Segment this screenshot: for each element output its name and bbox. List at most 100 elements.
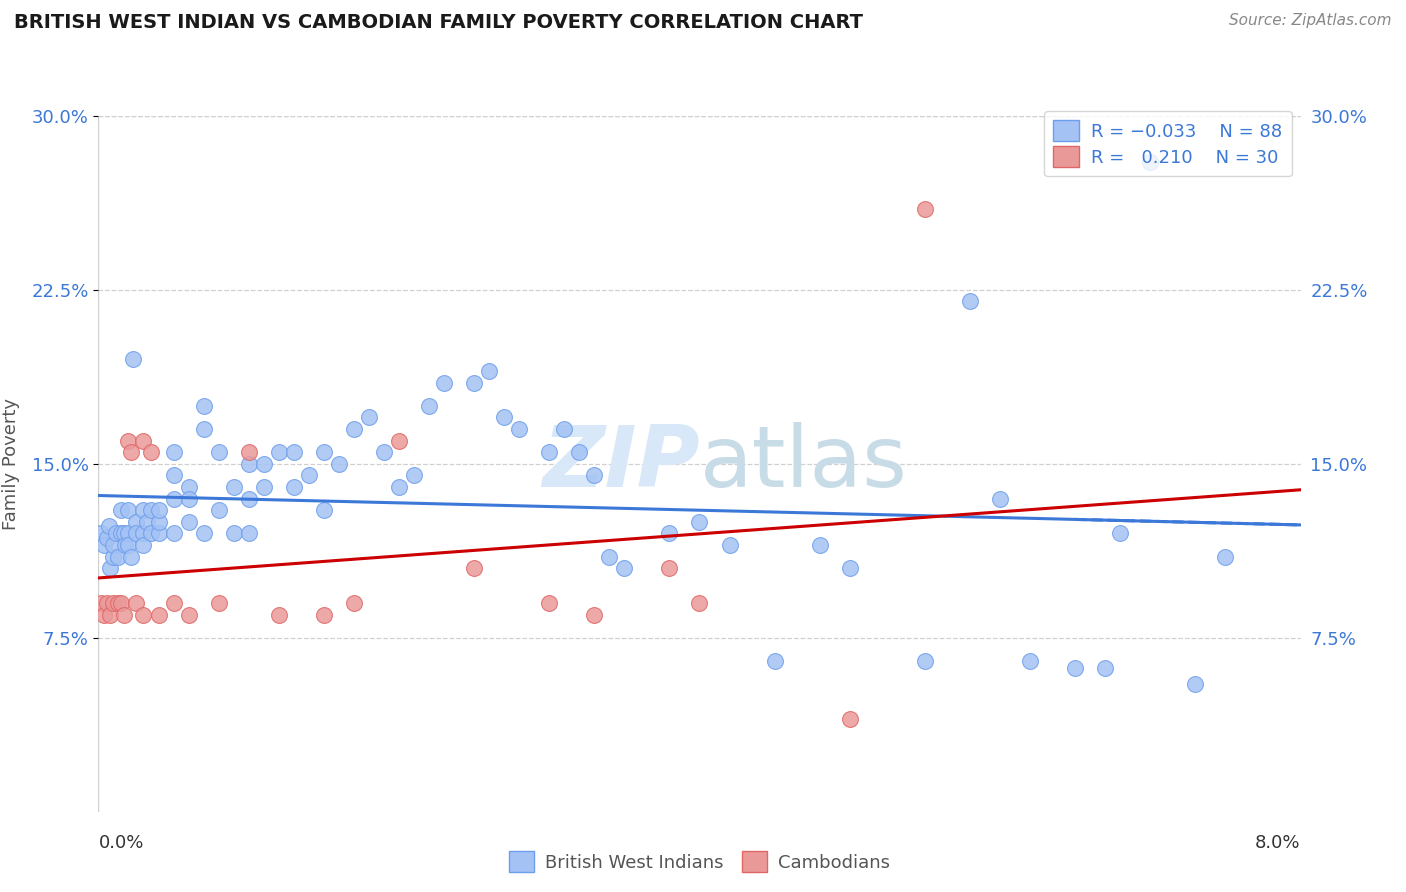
Point [139,526,162,541]
Point [388,434,411,448]
Point [568,445,591,459]
Point [402,468,425,483]
Point [238,526,260,541]
Point [162,445,184,459]
Point [105,526,128,541]
Point [122,352,145,367]
Point [312,445,335,459]
Point [96,531,118,545]
Point [148,526,170,541]
Point [613,561,636,575]
Point [1019,654,1042,668]
Point [1139,155,1161,169]
Point [103,549,125,564]
Point [508,422,530,436]
Point [238,445,260,459]
Point [959,294,981,309]
Point [148,515,170,529]
Point [838,712,860,726]
Legend: British West Indians, Cambodians: British West Indians, Cambodians [502,844,897,880]
Point [312,503,335,517]
Point [357,410,380,425]
Point [808,538,831,552]
Point [117,526,139,541]
Point [162,491,184,506]
Point [193,526,215,541]
Point [93,538,115,552]
Y-axis label: Family Poverty: Family Poverty [3,398,20,530]
Point [1215,549,1237,564]
Point [90,596,112,610]
Point [125,526,148,541]
Point [208,596,231,610]
Point [283,480,305,494]
Point [343,422,366,436]
Point [598,549,620,564]
Point [100,561,122,575]
Point [177,515,200,529]
Point [463,376,485,390]
Point [148,503,170,517]
Point [114,538,136,552]
Point [121,445,143,459]
Point [463,561,485,575]
Point [162,526,184,541]
Point [838,561,860,575]
Point [139,445,162,459]
Point [238,491,260,506]
Text: BRITISH WEST INDIAN VS CAMBODIAN FAMILY POVERTY CORRELATION CHART: BRITISH WEST INDIAN VS CAMBODIAN FAMILY … [14,13,863,32]
Point [112,607,135,622]
Point [132,434,155,448]
Point [110,526,132,541]
Point [96,596,118,610]
Point [253,480,276,494]
Point [125,596,148,610]
Text: 0.0%: 0.0% [98,834,143,852]
Point [418,399,440,413]
Point [97,519,120,533]
Point [125,515,148,529]
Point [107,549,129,564]
Point [267,607,290,622]
Point [238,457,260,471]
Point [1064,661,1087,675]
Point [328,457,350,471]
Point [139,503,162,517]
Point [177,491,200,506]
Point [110,503,132,517]
Point [312,607,335,622]
Point [914,202,936,216]
Text: ZIP: ZIP [541,422,700,506]
Point [132,503,155,517]
Point [988,491,1011,506]
Point [222,480,245,494]
Point [103,538,125,552]
Point [177,480,200,494]
Point [373,445,395,459]
Point [1184,677,1206,691]
Text: atlas: atlas [700,422,907,506]
Point [121,549,143,564]
Point [1109,526,1132,541]
Point [298,468,321,483]
Point [135,515,157,529]
Point [283,445,305,459]
Point [689,596,711,610]
Point [1094,661,1116,675]
Text: 8.0%: 8.0% [1256,834,1301,852]
Point [553,422,575,436]
Point [689,515,711,529]
Point [494,410,516,425]
Point [914,654,936,668]
Point [222,526,245,541]
Point [162,596,184,610]
Point [132,526,155,541]
Point [267,445,290,459]
Point [193,399,215,413]
Point [112,526,135,541]
Point [117,434,139,448]
Point [208,503,231,517]
Point [90,526,112,541]
Point [148,607,170,622]
Point [433,376,456,390]
